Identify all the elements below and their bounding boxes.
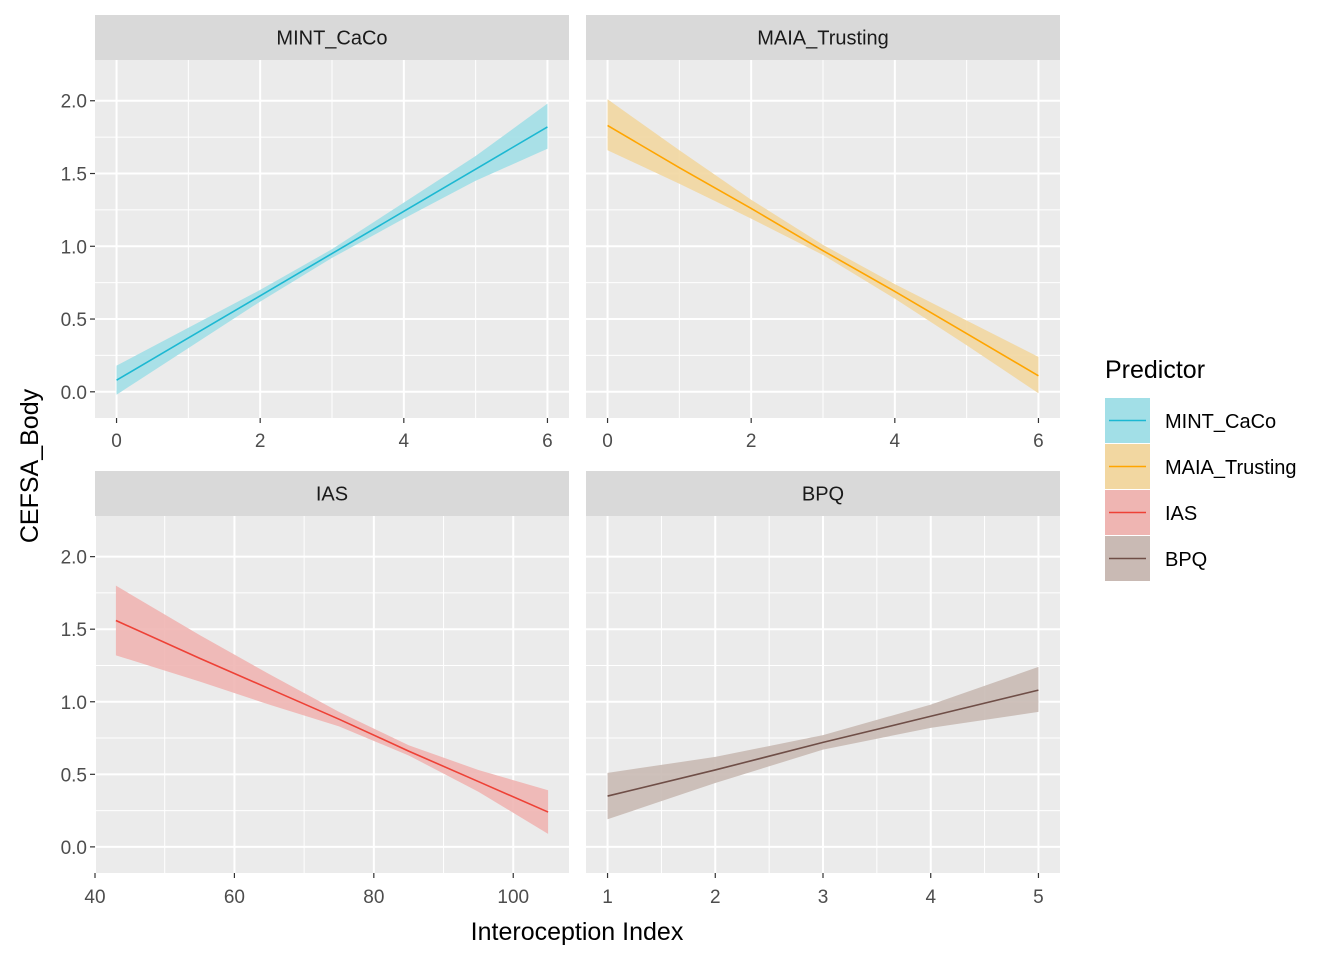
- x-tick-label: 6: [1033, 431, 1044, 452]
- x-tick-label: 5: [1033, 887, 1044, 908]
- x-tick-label: 2: [255, 431, 266, 452]
- confidence-ribbon: [115, 585, 549, 834]
- x-tick-label: 6: [542, 431, 553, 452]
- confidence-ribbon: [116, 103, 548, 395]
- legend-title: Predictor: [1105, 356, 1205, 384]
- x-tick-label: 60: [224, 887, 245, 908]
- y-tick-label: 0.5: [61, 765, 87, 786]
- facet-strip-label: MINT_CaCo: [276, 28, 387, 50]
- y-tick-label: 1.5: [61, 165, 87, 186]
- legend-item: MINT_CaCo: [1105, 398, 1276, 443]
- series-line: [116, 126, 548, 381]
- facet-strip: [95, 15, 569, 60]
- facet-panel: BPQ 1 2 3 4 5: [586, 471, 1060, 908]
- x-tick-label: 4: [925, 887, 936, 908]
- legend-label: MAIA_Trusting: [1165, 457, 1297, 479]
- facet-strip-label: MAIA_Trusting: [757, 28, 889, 50]
- facet-strip-label: IAS: [316, 484, 348, 506]
- y-tick-label: 1.0: [61, 693, 87, 714]
- y-tick-label: 0.0: [61, 383, 87, 404]
- x-tick-label: 3: [818, 887, 829, 908]
- y-tick-label: 0.5: [61, 310, 87, 331]
- facet-strip: [586, 471, 1060, 516]
- y-tick-label: 1.5: [61, 620, 87, 641]
- facet-panels: MINT_CaCo 0 2 4 6 0.0 0.5 1.0 1.5 2.0 MAIA_Trustin…: [61, 15, 1060, 908]
- x-tick-label: 2: [710, 887, 721, 908]
- series-line: [607, 689, 1039, 797]
- series-line: [115, 619, 549, 813]
- panel-background: [95, 516, 569, 873]
- legend-label: BPQ: [1165, 549, 1207, 571]
- x-tick-label: 4: [399, 431, 410, 452]
- legend-item: IAS: [1105, 490, 1197, 535]
- facet-strip: [586, 15, 1060, 60]
- confidence-ribbon: [607, 99, 1039, 394]
- y-tick-label: 2.0: [61, 548, 87, 569]
- x-tick-label: 40: [84, 887, 105, 908]
- legend-label: MINT_CaCo: [1165, 411, 1276, 433]
- x-tick-label: 80: [363, 887, 384, 908]
- x-tick-label: 100: [497, 887, 529, 908]
- y-tick-label: 2.0: [61, 92, 87, 113]
- y-tick-label: 0.0: [61, 838, 87, 859]
- x-tick-label: 4: [890, 431, 901, 452]
- x-tick-label: 1: [602, 887, 613, 908]
- series-line: [607, 124, 1039, 377]
- legend-label: IAS: [1165, 503, 1197, 525]
- facet-panel: MAIA_Trusting 0 2 4 6: [586, 15, 1060, 452]
- legend-item: BPQ: [1105, 536, 1207, 581]
- y-axis-title: CEFSA_Body: [16, 388, 44, 543]
- x-axis-title: Interoception Index: [471, 918, 684, 946]
- facet-strip-label: BPQ: [802, 484, 844, 506]
- legend-item: MAIA_Trusting: [1105, 444, 1297, 489]
- facet-panel: IAS 40 60 80 100 0.0 0.5 1.0 1.5 2.0: [61, 471, 569, 908]
- y-tick-label: 1.0: [61, 237, 87, 258]
- x-tick-label: 0: [602, 431, 613, 452]
- facet-strip: [95, 471, 569, 516]
- facet-panel: MINT_CaCo 0 2 4 6 0.0 0.5 1.0 1.5 2.0: [61, 15, 569, 452]
- x-tick-label: 0: [111, 431, 122, 452]
- legend: Predictor MINT_CaCo MAIA_Trusting IAS BPQ: [1105, 356, 1297, 581]
- x-tick-label: 2: [746, 431, 757, 452]
